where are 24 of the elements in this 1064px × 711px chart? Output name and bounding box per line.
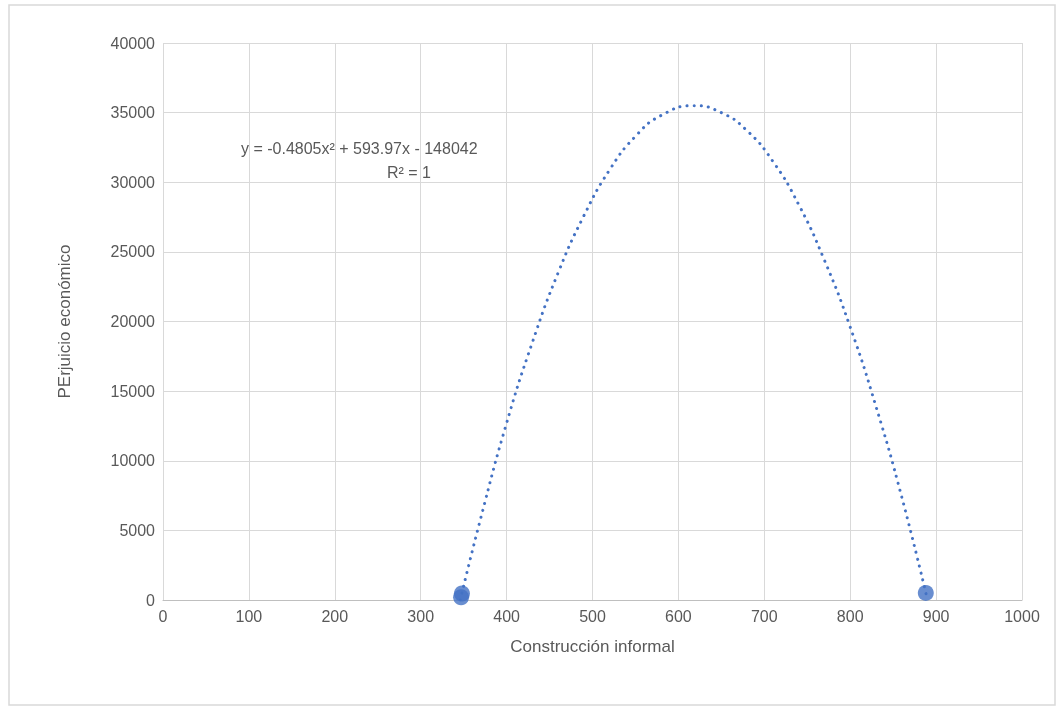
y-tick-label: 0	[146, 591, 156, 609]
x-tick-label: 400	[493, 607, 521, 625]
x-tick-label: 300	[407, 607, 435, 625]
y-tick-label: 15000	[110, 382, 156, 400]
x-tick-label: 0	[158, 607, 168, 625]
x-tick-label: 800	[836, 607, 864, 625]
x-tick-label: 600	[665, 607, 692, 625]
y-tick-label: 20000	[110, 313, 156, 330]
x-tick-label: 200	[321, 607, 349, 625]
x-axis-title: Construcción informal	[510, 637, 675, 656]
y-tick-label: 30000	[110, 173, 156, 191]
y-tick-label: 40000	[110, 34, 156, 52]
annotation: R² = 1	[387, 163, 432, 181]
x-tick-label: 100	[235, 607, 263, 625]
y-tick-label: 25000	[110, 243, 156, 261]
x-tick-label: 700	[750, 607, 778, 625]
x-tick-label: 900	[922, 607, 950, 625]
y-axis-title: PErjuicio económico	[55, 244, 74, 399]
annotation: y = -0.4805x² + 593.97x - 148042	[241, 139, 478, 157]
x-tick-label: 1000	[1004, 607, 1040, 625]
x-tick-label: 500	[579, 607, 606, 625]
y-tick-label: 35000	[110, 104, 156, 122]
y-tick-label: 5000	[119, 521, 156, 539]
y-tick-label: 10000	[110, 452, 156, 470]
